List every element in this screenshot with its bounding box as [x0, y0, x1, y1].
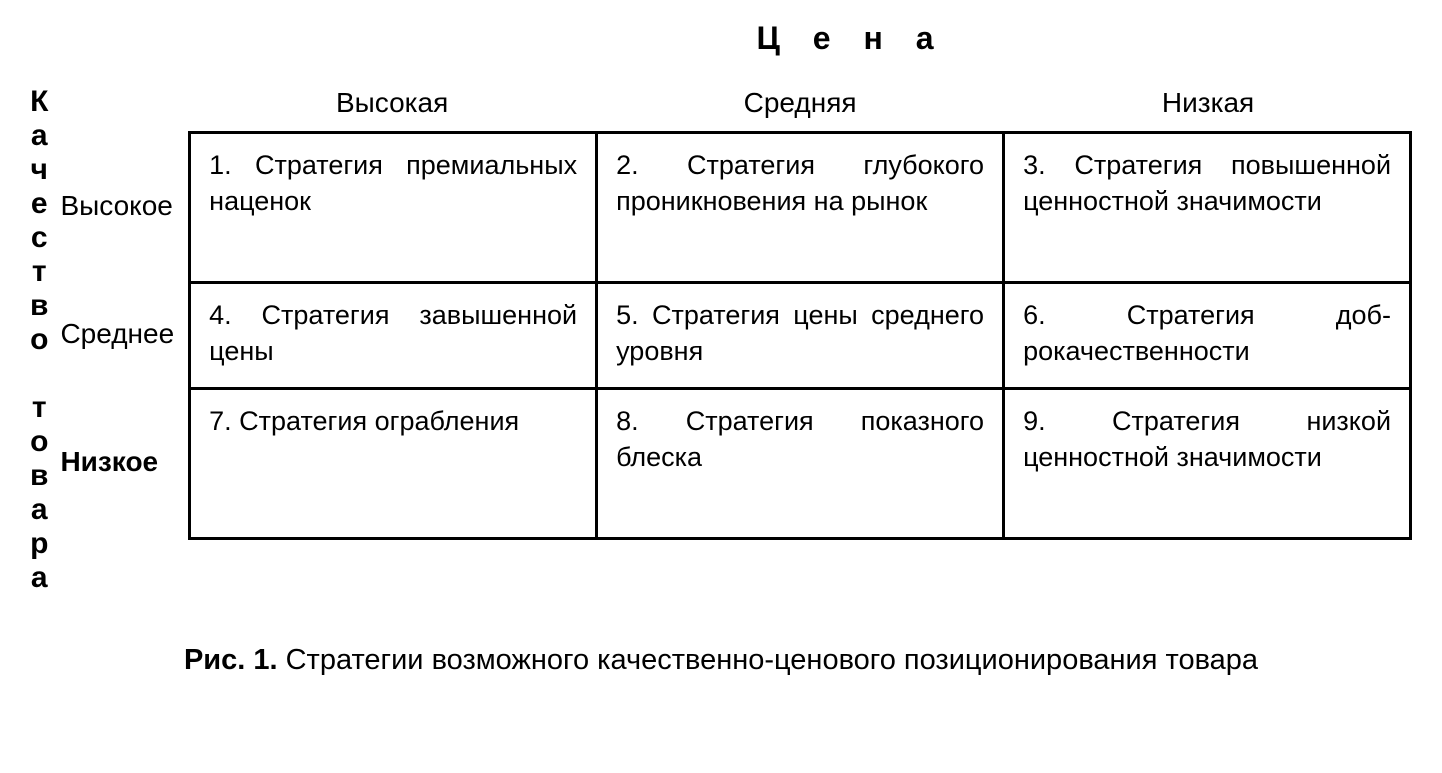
- row-headers-column: Высокое Среднее Низкое: [60, 75, 188, 537]
- table-row: 4. Стратегия за­вышенной цены 5. Стратег…: [190, 283, 1411, 389]
- column-header-low: Низкая: [1004, 87, 1412, 119]
- cell-8: 8. Стратегия по­казного блеска: [597, 389, 1004, 539]
- cell-1: 1. Стратегия пре­миальных наце­нок: [190, 133, 597, 283]
- cell-4: 4. Стратегия за­вышенной цены: [190, 283, 597, 389]
- table-row: 1. Стратегия пре­миальных наце­нок 2. Ст…: [190, 133, 1411, 283]
- page: Ц е н а Качество товара Высокое Среднее …: [0, 0, 1442, 773]
- cell-6: 6. Стратегия доб­рокачественности: [1004, 283, 1411, 389]
- top-axis-title: Ц е н а: [290, 20, 1412, 57]
- cell-9: 9. Стратегия низ­кой ценностной значимос…: [1004, 389, 1411, 539]
- left-axis-title: Качество товара: [30, 75, 48, 595]
- cell-5: 5. Стратегия цены среднего уровня: [597, 283, 1004, 389]
- table-row: 7. Стратегия ог­рабления 8. Стратегия по…: [190, 389, 1411, 539]
- caption-text: Стратегии возможного качественно-ценовог…: [278, 644, 1259, 676]
- row-header-spacer: [60, 75, 188, 131]
- cell-3: 3. Стратегия повы­шенной ценност­ной зна…: [1004, 133, 1411, 283]
- strategy-matrix-table: 1. Стратегия пре­миальных наце­нок 2. Ст…: [188, 131, 1412, 540]
- caption-prefix: Рис. 1.: [184, 644, 278, 676]
- cell-2: 2. Стратегия глу­бокого проникно­вения н…: [597, 133, 1004, 283]
- row-header-high: Высокое: [60, 131, 188, 281]
- row-header-low: Низкое: [60, 387, 188, 537]
- cell-7: 7. Стратегия ог­рабления: [190, 389, 597, 539]
- table-wrap: Высокая Средняя Низкая 1. Стратегия пре­…: [188, 75, 1412, 540]
- matrix-layout: Качество товара Высокое Среднее Низкое В…: [30, 75, 1412, 595]
- column-header-high: Высокая: [188, 87, 596, 119]
- figure-caption: Рис. 1. Стратегии возможного качественно…: [30, 641, 1412, 680]
- column-headers-row: Высокая Средняя Низкая: [188, 75, 1412, 131]
- column-header-medium: Средняя: [596, 87, 1004, 119]
- row-header-medium: Среднее: [60, 281, 188, 387]
